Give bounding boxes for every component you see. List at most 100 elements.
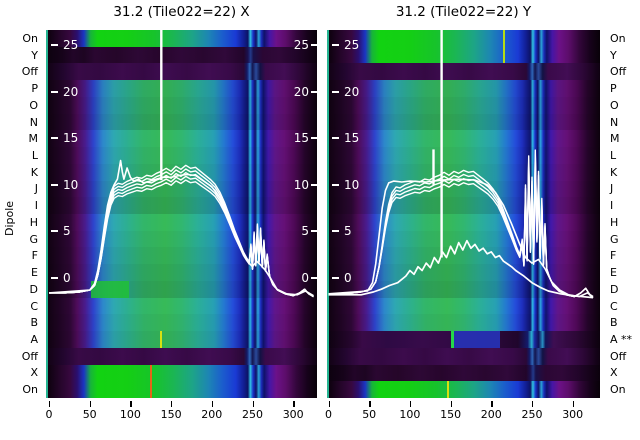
dipole-row-label-left-On: On (22, 383, 38, 397)
dipole-row-label-right-X: X (610, 366, 618, 380)
dipole-row-label-left-D: D (29, 282, 38, 296)
heatmap-row-Off (327, 347, 600, 366)
value-tick-mark-right (311, 277, 317, 279)
dipole-row-label-left-P: P (31, 82, 38, 96)
x-axis: 0 50 100 150 200 250 300 (325, 398, 600, 424)
heatmap-row-N (327, 113, 600, 131)
dipole-row-label-right-P: P (610, 82, 617, 96)
spectrum-trace-2 (328, 149, 594, 299)
dipole-row-label-right-On: On (610, 383, 626, 397)
value-tick-label: 0 (344, 271, 352, 285)
heatmap-row-N (46, 113, 317, 131)
dipole-row-label-left-E: E (31, 266, 38, 280)
heatmap-row-L (46, 147, 317, 165)
heatmap-feature-1 (503, 30, 505, 64)
x-tick-mark (49, 401, 51, 407)
dipole-row-label-right-A **: A ** (610, 332, 633, 346)
value-tick-label: 10 (63, 177, 79, 192)
heatmap-row-On (327, 30, 600, 48)
x-tick-mark (328, 401, 330, 407)
heatmap-row-X (327, 364, 600, 382)
heatmap-row-A (46, 331, 317, 349)
heatmap-row-Off (327, 63, 600, 81)
value-tick-label: 15 (344, 131, 360, 146)
spectrum-trace-3 (328, 164, 594, 299)
value-tick-label: 25 (344, 38, 360, 52)
dipole-row-label-left-H: H (29, 215, 38, 229)
heatmap-row-B (327, 314, 600, 332)
x-tick-label: 300 (562, 408, 584, 421)
spectrum-trace-2 (49, 168, 314, 298)
heatmap-row-H (46, 214, 317, 232)
dipole-row-label-left-O: O (29, 98, 38, 112)
value-tick-label: 25 (63, 38, 79, 52)
spectrum-trace-3 (49, 179, 314, 298)
heatmap-row-Off (46, 63, 317, 81)
value-tick-mark (51, 277, 58, 279)
x-tick-mark (293, 401, 295, 407)
spectrum-trace-variant (48, 159, 314, 297)
heatmap-row-C (327, 297, 600, 315)
value-tick-mark-right (311, 90, 317, 93)
dipole-row-label-right-N: N (610, 115, 619, 129)
value-tick-label-right: 15 (293, 131, 309, 146)
value-tick-mark (332, 183, 339, 186)
value-tick-mark (51, 90, 58, 93)
spectrum-trace-1 (328, 159, 594, 299)
value-tick-mark-right (311, 183, 317, 186)
dipole-row-label-right-L: L (610, 148, 617, 162)
heatmap-row-O (46, 96, 317, 115)
x-tick-mark (450, 401, 452, 407)
dipole-row-label-right-B: B (610, 316, 618, 330)
value-tick-mark (332, 137, 339, 140)
heatmap-feature-0 (327, 30, 330, 398)
value-tick-mark (332, 277, 339, 279)
x-tick-label: 100 (399, 408, 421, 421)
value-tick-label: 20 (63, 84, 79, 99)
panel-title-y: 31.2 (Tile022=22) Y (395, 4, 532, 20)
value-tick-label-right: 5 (301, 224, 309, 239)
spectrum-trace-flagged-low (328, 239, 594, 299)
value-tick-label-right: 20 (293, 84, 309, 99)
x-tick-label: 50 (82, 408, 97, 421)
x-tick-label: 300 (282, 408, 304, 421)
value-tick-mark (332, 230, 339, 233)
dipole-row-label-left-Off: Off (21, 65, 38, 79)
value-tick-mark (332, 44, 339, 46)
value-tick-label-right: 0 (301, 271, 309, 285)
dipole-row-label-left-F: F (31, 249, 38, 263)
heatmap-row-M (46, 130, 317, 148)
heatmap-row-P (327, 80, 600, 98)
heatmap-row-E (327, 264, 600, 282)
heatmap-feature-1 (90, 280, 129, 298)
heatmap (327, 30, 600, 398)
dipole-row-label-right-K: K (610, 165, 618, 179)
dipole-row-label-right-O: O (610, 98, 619, 112)
value-tick-mark (332, 90, 339, 93)
heatmap-row-On (327, 381, 600, 398)
x-axis: 0 50 100 150 200 250 300 (46, 398, 317, 424)
x-tick-mark (130, 401, 132, 407)
dipole-row-label-right-J: J (610, 182, 614, 196)
dipole-row-label-left-L: L (31, 148, 38, 162)
dipole-labels-right: On Y Off P O N M L K J I H G F E D C B A ** Off X On (610, 0, 640, 440)
x-tick-mark (369, 401, 371, 407)
panel-x-pol: 31.2 (Tile022=22) X 25 25 20 20 15 15 10 10 5 5 0 0… (46, 4, 317, 421)
x-tick-label: 150 (160, 408, 182, 421)
spectrum-trace-variant (328, 178, 594, 298)
value-tick-mark (51, 44, 58, 46)
value-tick-label: 0 (63, 271, 71, 285)
value-tick-mark-right (311, 230, 317, 233)
heatmap-feature-3 (150, 364, 152, 398)
heatmap-row-D (327, 280, 600, 299)
value-tick-label-right: 25 (293, 38, 309, 52)
x-tick-label: 200 (201, 408, 223, 421)
value-tick-mark-right (311, 44, 317, 46)
x-tick-mark (532, 401, 534, 407)
x-tick-mark (572, 401, 575, 407)
spectrum-trace-0 (328, 154, 594, 299)
heatmap-feature-4 (447, 381, 449, 398)
heatmap-row-O (327, 96, 600, 115)
x-tick-label: 100 (119, 408, 141, 421)
